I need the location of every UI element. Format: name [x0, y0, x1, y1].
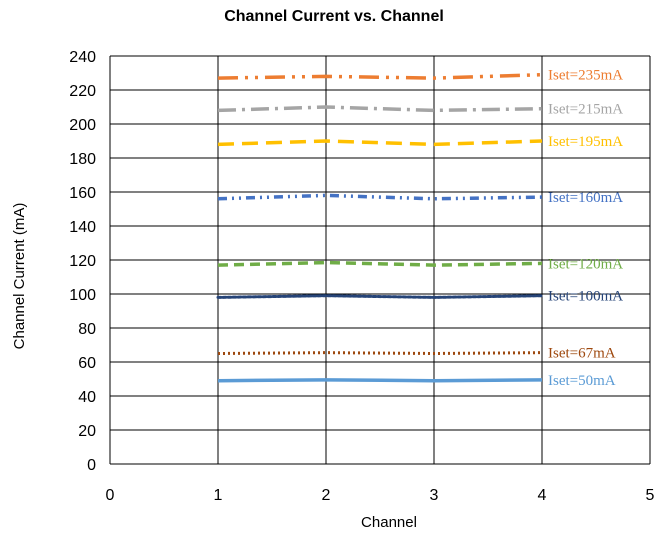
series-line-2 [217, 139, 543, 147]
x-tick-label-0: 0 [106, 487, 115, 504]
y-tick-label-80: 80 [78, 321, 96, 338]
series-labels: Iset=235mA Iset=215mA Iset=195mA Iset=160mA… [548, 68, 623, 389]
series-line-4 [217, 260, 543, 267]
y-tick-label-160: 160 [69, 185, 96, 202]
x-tick-label-4: 4 [538, 487, 547, 504]
y-tick-label-200: 200 [69, 117, 96, 134]
series-label-4: Iset=120mA [548, 256, 623, 272]
y-tick-label-220: 220 [69, 83, 96, 100]
series-label-6: Iset=67mA [548, 346, 616, 362]
y-tick-label-40: 40 [78, 389, 96, 406]
y-tick-label-120: 120 [69, 253, 96, 270]
chart-title: Channel Current vs. Channel [224, 8, 444, 25]
y-tick-label-180: 180 [69, 151, 96, 168]
grid-lines [109, 55, 651, 465]
series-line-0 [217, 72, 543, 80]
series-line-1 [217, 105, 543, 113]
tick-labels: 0 20 40 60 80 100 120 140 160 180 200 220 240 0 1 2 3 4 5 [69, 49, 654, 504]
x-axis-label: Channel [361, 514, 417, 531]
y-tick-label-140: 140 [69, 219, 96, 236]
y-tick-label-60: 60 [78, 355, 96, 372]
series-label-1: Iset=215mA [548, 102, 623, 118]
y-tick-label-20: 20 [78, 423, 96, 440]
x-tick-label-3: 3 [430, 487, 439, 504]
series-line-6 [217, 351, 543, 355]
series-label-7: Iset=50mA [548, 373, 616, 389]
y-axis-label: Channel Current (mA) [11, 203, 28, 350]
series-label-3: Iset=160mA [548, 190, 623, 206]
y-tick-label-100: 100 [69, 287, 96, 304]
series-line-7 [217, 378, 543, 383]
y-tick-label-0: 0 [87, 457, 96, 474]
y-tick-label-240: 240 [69, 49, 96, 66]
x-tick-label-5: 5 [646, 487, 655, 504]
series-label-0: Iset=235mA [548, 68, 623, 84]
series-lines [216, 72, 544, 383]
x-tick-label-1: 1 [214, 487, 223, 504]
series-line-5 [216, 294, 544, 299]
series-label-5: Iset=100mA [548, 289, 623, 305]
x-tick-label-2: 2 [322, 487, 331, 504]
series-label-2: Iset=195mA [548, 134, 623, 150]
series-line-3 [217, 193, 543, 201]
